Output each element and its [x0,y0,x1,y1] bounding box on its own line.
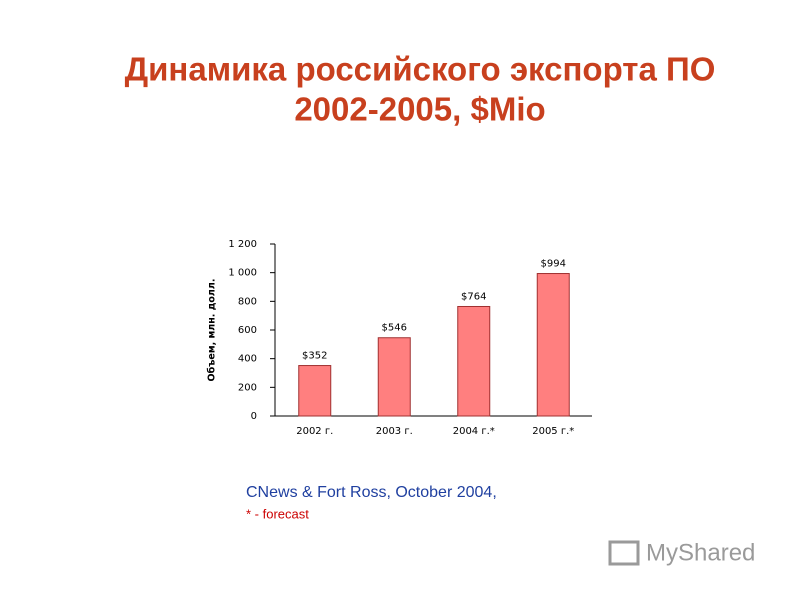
x-tick-label: 2005 г.* [532,426,574,437]
source: CNews & Fort Ross, October 2004, [246,484,497,501]
y-axis-label: Объем, млн. долл. [207,279,218,382]
y-tick-label: 1 200 [228,239,257,250]
x-tick-label: 2003 г. [376,426,413,437]
y-tick-label: 0 [251,411,257,422]
value-label: $546 [382,323,407,334]
y-tick-label: 600 [238,325,257,336]
bar [377,337,411,417]
x-tick-label: 2002 г. [296,426,333,437]
value-label: $352 [302,351,327,362]
watermark-icon [608,540,640,566]
footnote: * - forecast [246,506,309,521]
y-tick-label: 1 000 [228,268,257,279]
value-label: $994 [541,259,566,270]
bar [457,305,491,417]
y-tick-label: 800 [238,296,257,307]
watermark: MyShared [646,539,755,566]
value-label: $764 [461,291,486,302]
bar [536,273,570,417]
chart-title: 2002-2005, $Mio [294,91,545,128]
x-tick-label: 2004 г.* [453,426,495,437]
y-tick-label: 400 [238,354,257,365]
chart-title: Динамика российского экспорта ПО [125,51,716,88]
y-tick-label: 200 [238,382,257,393]
bar [298,365,332,417]
